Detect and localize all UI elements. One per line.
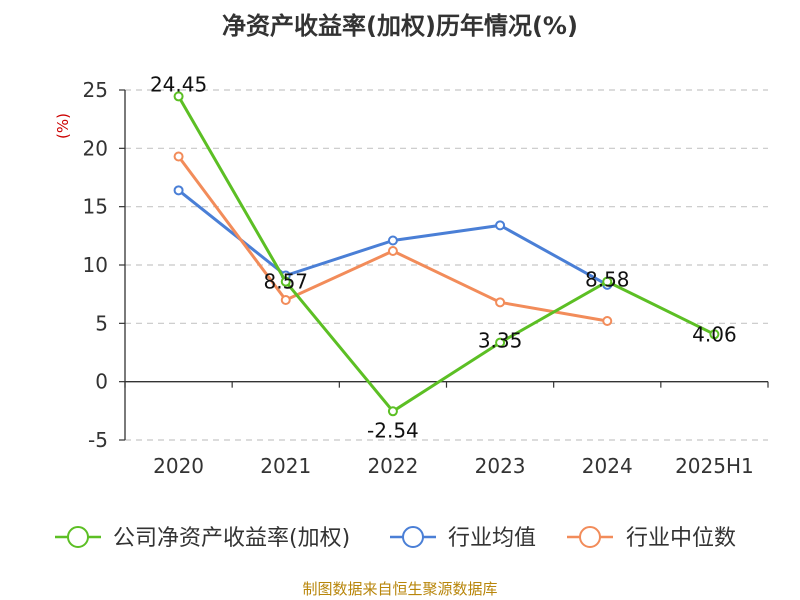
y-tick-label-15: 15 <box>83 195 108 219</box>
legend-item-industry-median: 行业中位数 <box>567 526 736 551</box>
y-axis-label: (%) <box>54 113 72 139</box>
y-tick-label-0: 0 <box>95 370 108 394</box>
point-company-roe-2024 <box>602 276 613 287</box>
point-company-roe-2020 <box>173 91 184 102</box>
point-industry-mean-2022 <box>387 235 398 246</box>
point-company-roe-2022 <box>387 406 398 417</box>
point-company-roe-2025H1 <box>709 329 720 340</box>
data-labels: 24.45 8.57 -2.54 3.35 8.58 4.06 <box>150 72 737 442</box>
y-axis-ticks: -5 0 5 10 15 20 25 <box>83 78 125 452</box>
x-tick-label-2020: 2020 <box>153 454 204 478</box>
series-company-roe <box>173 91 720 417</box>
point-industry-median-2023 <box>495 297 506 308</box>
point-industry-mean-2023 <box>495 220 506 231</box>
point-industry-median-2021 <box>280 295 291 305</box>
y-tick-label-20: 20 <box>83 136 108 160</box>
point-industry-median-2022 <box>387 246 398 256</box>
legend-text-industry-mean: 行业均值 <box>448 526 536 551</box>
data-label-2023: 3.35 <box>478 329 523 353</box>
x-tick-label-2022: 2022 <box>367 454 418 478</box>
legend-marker-industry-median <box>579 526 601 548</box>
series-group <box>173 91 720 417</box>
chart-title: 净资产收益率(加权)历年情况(%) <box>222 12 578 40</box>
y-tick-label-25: 25 <box>83 78 108 102</box>
series-industry-median <box>173 151 613 326</box>
legend-marker-industry-mean <box>402 526 424 548</box>
legend-item-industry-mean: 行业均值 <box>390 526 536 551</box>
series-industry-mean <box>173 185 613 290</box>
x-axis-ticks: 2020 2021 2022 2023 2024 2025H1 <box>124 381 769 478</box>
point-industry-mean-2020 <box>173 185 184 196</box>
y-tick-label-10: 10 <box>83 253 108 277</box>
point-industry-median-2020 <box>173 151 184 162</box>
data-label-2025H1: 4.06 <box>692 322 737 346</box>
x-tick-label-2021: 2021 <box>260 454 311 478</box>
point-company-roe-2023 <box>495 337 506 348</box>
data-label-2020: 24.45 <box>150 72 207 96</box>
x-tick-label-2024: 2024 <box>582 454 633 478</box>
legend-text-industry-median: 行业中位数 <box>626 526 736 551</box>
x-tick-label-2025H1: 2025H1 <box>675 454 754 478</box>
point-company-roe-2021 <box>280 276 291 287</box>
y-tick-label--5: -5 <box>88 428 108 452</box>
source-note: 制图数据来自恒生聚源数据库 <box>302 580 497 598</box>
x-tick-label-2023: 2023 <box>475 454 526 478</box>
data-label-2021: 8.57 <box>263 270 308 294</box>
point-industry-median-2024 <box>602 316 613 326</box>
legend-item-company-roe: 公司净资产收益率(加权) <box>55 526 350 551</box>
grid-lines <box>125 89 768 441</box>
legend-text-company-roe: 公司净资产收益率(加权) <box>113 526 350 551</box>
legend: 公司净资产收益率(加权) 行业均值 行业中位数 <box>55 526 736 551</box>
y-tick-label-5: 5 <box>95 311 108 335</box>
data-label-2022: -2.54 <box>367 418 419 442</box>
legend-marker-company-roe <box>67 526 89 548</box>
data-label-2024: 8.58 <box>585 268 630 292</box>
line-company-roe <box>177 95 716 413</box>
